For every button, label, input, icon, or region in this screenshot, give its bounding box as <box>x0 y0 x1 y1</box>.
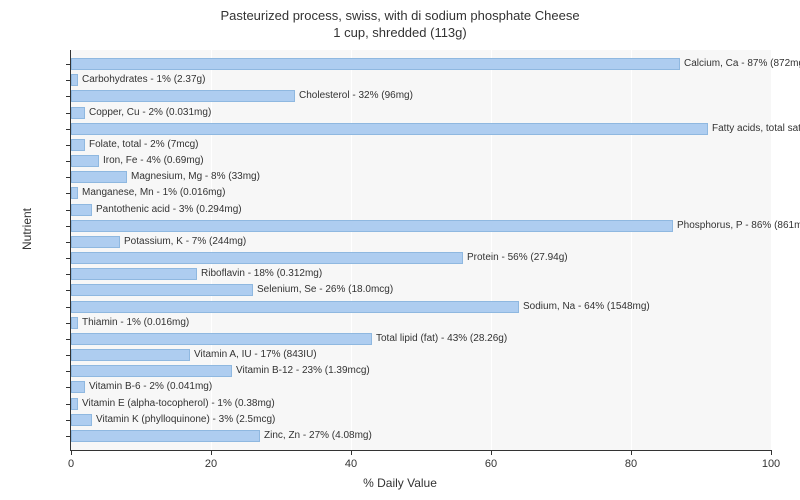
y-tick <box>66 258 71 259</box>
nutrient-bar <box>71 268 197 280</box>
y-tick <box>66 210 71 211</box>
nutrient-bar <box>71 171 127 183</box>
nutrient-bar <box>71 204 92 216</box>
y-tick <box>66 129 71 130</box>
x-tick-label: 80 <box>625 458 637 470</box>
nutrient-bar <box>71 90 295 102</box>
gridline <box>351 50 352 450</box>
bar-label: Total lipid (fat) - 43% (28.26g) <box>376 334 507 344</box>
y-tick <box>66 96 71 97</box>
x-tick <box>211 450 212 455</box>
y-tick <box>66 80 71 81</box>
x-tick-label: 60 <box>485 458 497 470</box>
nutrient-bar <box>71 252 463 264</box>
nutrient-bar <box>71 398 78 410</box>
bar-label: Iron, Fe - 4% (0.69mg) <box>103 156 204 166</box>
nutrient-bar <box>71 187 78 199</box>
y-tick <box>66 290 71 291</box>
nutrient-bar <box>71 414 92 426</box>
bar-label: Selenium, Se - 26% (18.0mcg) <box>257 285 393 295</box>
x-tick-label: 0 <box>68 458 74 470</box>
y-tick <box>66 355 71 356</box>
x-tick <box>771 450 772 455</box>
y-tick <box>66 193 71 194</box>
chart-title-line1: Pasteurized process, swiss, with di sodi… <box>0 8 800 25</box>
x-tick <box>491 450 492 455</box>
chart-title-line2: 1 cup, shredded (113g) <box>0 25 800 42</box>
bar-label: Calcium, Ca - 87% (872mg) <box>684 59 800 69</box>
bar-label: Fatty acids, total saturated - 91% (18.1… <box>712 124 800 134</box>
y-tick <box>66 404 71 405</box>
chart-title: Pasteurized process, swiss, with di sodi… <box>0 0 800 42</box>
bar-label: Phosphorus, P - 86% (861mg) <box>677 221 800 231</box>
bar-label: Vitamin K (phylloquinone) - 3% (2.5mcg) <box>96 415 275 425</box>
nutrient-bar <box>71 317 78 329</box>
plot-area: 020406080100Calcium, Ca - 87% (872mg)Car… <box>70 50 771 451</box>
y-tick <box>66 242 71 243</box>
y-axis-label: Nutrient <box>20 208 34 250</box>
nutrient-bar <box>71 74 78 86</box>
bar-label: Cholesterol - 32% (96mg) <box>299 91 413 101</box>
x-axis-label: % Daily Value <box>0 476 800 490</box>
bar-label: Sodium, Na - 64% (1548mg) <box>523 302 650 312</box>
y-tick <box>66 323 71 324</box>
y-tick <box>66 420 71 421</box>
y-tick <box>66 145 71 146</box>
y-tick <box>66 307 71 308</box>
nutrient-bar <box>71 220 673 232</box>
x-tick-label: 100 <box>762 458 780 470</box>
nutrient-bar <box>71 123 708 135</box>
bar-label: Vitamin A, IU - 17% (843IU) <box>194 350 317 360</box>
nutrient-bar <box>71 381 85 393</box>
bar-label: Pantothenic acid - 3% (0.294mg) <box>96 205 242 215</box>
y-tick <box>66 371 71 372</box>
x-tick <box>71 450 72 455</box>
y-tick <box>66 177 71 178</box>
x-tick-label: 20 <box>205 458 217 470</box>
nutrient-bar <box>71 139 85 151</box>
x-tick-label: 40 <box>345 458 357 470</box>
nutrient-bar <box>71 430 260 442</box>
x-tick <box>631 450 632 455</box>
y-tick <box>66 436 71 437</box>
y-tick <box>66 64 71 65</box>
bar-label: Protein - 56% (27.94g) <box>467 253 568 263</box>
bar-label: Vitamin E (alpha-tocopherol) - 1% (0.38m… <box>82 399 275 409</box>
y-tick <box>66 161 71 162</box>
nutrient-bar <box>71 301 519 313</box>
y-tick <box>66 387 71 388</box>
bar-label: Riboflavin - 18% (0.312mg) <box>201 269 322 279</box>
bar-label: Folate, total - 2% (7mcg) <box>89 140 198 150</box>
nutrient-bar <box>71 107 85 119</box>
nutrient-bar <box>71 365 232 377</box>
gridline <box>631 50 632 450</box>
nutrient-bar <box>71 333 372 345</box>
nutrient-chart: Pasteurized process, swiss, with di sodi… <box>0 0 800 500</box>
bar-label: Copper, Cu - 2% (0.031mg) <box>89 108 211 118</box>
bar-label: Carbohydrates - 1% (2.37g) <box>82 75 205 85</box>
x-tick <box>351 450 352 455</box>
bar-label: Potassium, K - 7% (244mg) <box>124 237 246 247</box>
bar-label: Thiamin - 1% (0.016mg) <box>82 318 189 328</box>
y-tick <box>66 339 71 340</box>
nutrient-bar <box>71 284 253 296</box>
nutrient-bar <box>71 236 120 248</box>
y-tick <box>66 274 71 275</box>
gridline <box>491 50 492 450</box>
bar-label: Manganese, Mn - 1% (0.016mg) <box>82 188 225 198</box>
nutrient-bar <box>71 155 99 167</box>
bar-label: Zinc, Zn - 27% (4.08mg) <box>264 431 372 441</box>
nutrient-bar <box>71 58 680 70</box>
bar-label: Vitamin B-12 - 23% (1.39mcg) <box>236 366 370 376</box>
y-tick <box>66 113 71 114</box>
bar-label: Magnesium, Mg - 8% (33mg) <box>131 172 260 182</box>
nutrient-bar <box>71 349 190 361</box>
bar-label: Vitamin B-6 - 2% (0.041mg) <box>89 382 212 392</box>
y-tick <box>66 226 71 227</box>
